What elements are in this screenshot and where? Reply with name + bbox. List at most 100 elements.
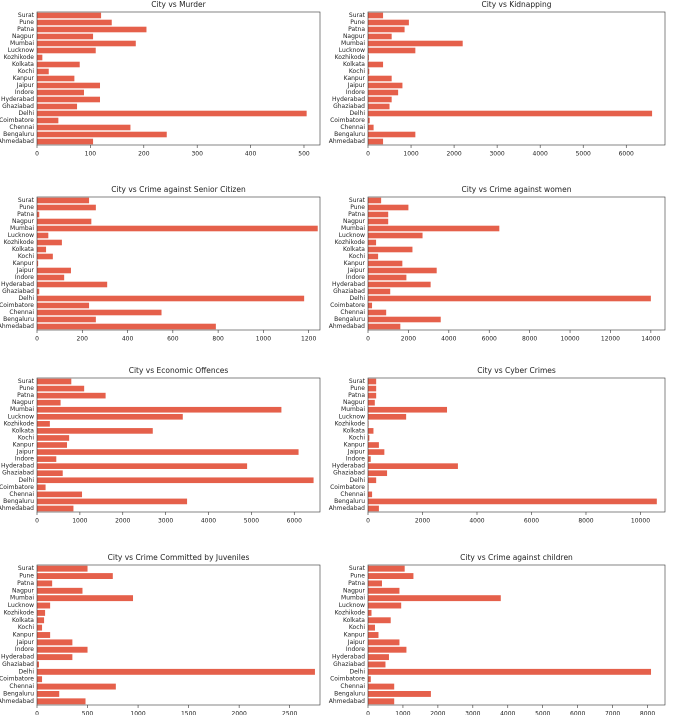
x-tick-label: 2000 [446,151,461,158]
x-tick-label: 1200 [301,336,316,343]
bar [368,239,377,246]
x-tick-label: 400 [245,151,257,158]
bar [368,82,403,89]
x-tick-label: 2000 [415,518,430,525]
x-tick-label: 1000 [72,518,87,525]
bar [37,477,314,484]
x-tick-label: 0 [366,711,370,716]
bar [368,61,384,68]
y-tick-label: Kanpur [344,442,366,449]
plot-frame [36,564,321,706]
bar [368,456,371,462]
y-tick-label: Lucknow [339,602,365,609]
bar [368,595,501,602]
chart-title: City vs Cyber Crimes [477,366,556,375]
bar [37,624,43,631]
bar [368,103,390,110]
y-tick-label: Pune [19,573,34,580]
y-tick-label: Surat [18,197,35,204]
y-tick-label: Nagpur [12,33,35,40]
bar [37,435,70,441]
y-tick-label: Delhi [19,110,35,117]
x-tick-label: 4000 [201,518,216,525]
y-tick-label: Patna [348,211,365,218]
bar [37,449,299,455]
bar [368,378,377,385]
y-tick-label: Mumbai [341,40,365,47]
y-tick-label: Ahmedabad [0,138,34,145]
x-tick-label: 0 [366,151,370,158]
bar [37,646,88,653]
y-tick-label: Pune [19,19,34,26]
bar [368,392,377,399]
plot-frame [36,377,321,513]
y-tick-label: Kolkata [343,246,365,253]
y-tick-label: Ghaziabad [333,288,365,295]
y-tick-label: Chennai [9,309,34,316]
bar [368,68,370,75]
bar [368,33,392,40]
y-tick-label: Chennai [340,491,365,498]
chart-title: City vs Crime Committed by Juveniles [108,553,250,562]
x-tick-label: 3000 [465,711,480,716]
y-tick-label: Jaipur [16,639,35,646]
y-tick-label: Delhi [350,110,366,117]
y-tick-label: Kanpur [13,442,35,449]
bar [368,19,409,26]
y-tick-label: Patna [17,580,34,587]
bar [368,470,388,477]
bar [368,498,657,505]
bar [368,624,375,631]
y-tick-label: Surat [18,565,35,572]
bar [37,281,108,288]
x-tick-label: 10000 [560,336,579,343]
bar [37,197,90,204]
y-tick-label: Nagpur [343,399,366,406]
y-tick-label: Kanpur [344,260,366,267]
y-tick-label: Bengaluru [334,316,365,323]
bar [37,421,50,427]
y-tick-label: Patna [17,211,34,218]
chart-title: City vs Crime against Senior Citizen [111,185,246,194]
bar [368,40,463,47]
bar [368,565,405,572]
bar [37,274,65,281]
y-tick-label: Delhi [19,295,35,302]
bar [368,668,652,675]
y-tick-label: Indore [346,456,365,463]
x-tick-label: 6000 [287,518,302,525]
bar [37,484,46,491]
x-tick-label: 2000 [115,518,130,525]
x-tick-label: 2500 [282,711,297,716]
x-tick-label: 6000 [524,518,539,525]
bar [368,477,377,484]
bar [37,654,73,661]
bar [37,676,43,683]
y-tick-label: Coimbatore [330,676,365,683]
y-tick-label: Kanpur [344,75,366,82]
y-tick-label: Patna [348,392,365,399]
bar [368,131,416,138]
y-tick-label: Delhi [350,295,366,302]
y-tick-label: Kochi [349,434,365,441]
bar [368,110,653,117]
bar [37,323,216,330]
bar [37,505,74,512]
x-tick-label: 4000 [533,151,548,158]
y-tick-label: Pune [19,204,34,211]
y-tick-label: Surat [349,12,366,19]
bar [368,96,392,103]
x-tick-label: 6000 [482,336,497,343]
bar [368,197,382,204]
bar [368,12,384,19]
bar [37,218,92,225]
y-tick-label: Hyderabad [1,281,34,288]
bar [37,442,68,448]
y-tick-label: Indore [15,456,34,463]
bar [368,676,371,683]
x-tick-label: 6000 [619,151,634,158]
bar [37,61,80,68]
y-tick-label: Surat [18,378,35,385]
y-tick-label: Coimbatore [0,117,34,124]
y-tick-label: Surat [18,12,35,19]
